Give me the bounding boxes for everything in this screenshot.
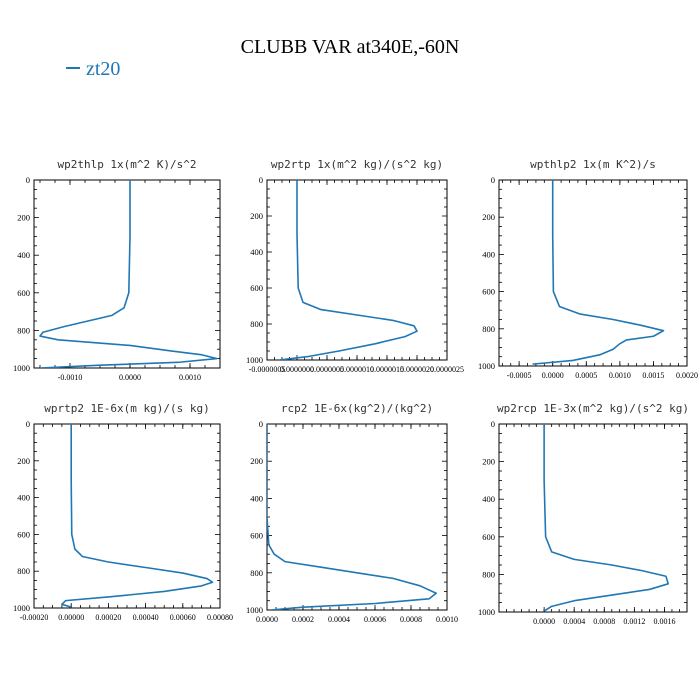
x-tick-label: 0.0020: [676, 371, 698, 380]
panel-1: wp2thlp 1x(m^2 K)/s^2 0 200 400 600 800 1000 -0…: [13, 158, 221, 382]
y-tick-label: 200: [250, 211, 263, 221]
panel-title: wp2thlp 1x(m^2 K)/s^2: [57, 158, 196, 171]
x-tick-label: 0.00060: [170, 613, 196, 622]
panel-title: rcp2 1E-6x(kg^2)/(kg^2): [281, 402, 433, 415]
panel-title: wp2rtp 1x(m^2 kg)/(s^2 kg): [271, 158, 443, 171]
y-tick-label: 1000: [246, 605, 263, 615]
x-tick-label: 0.0000015: [370, 365, 404, 374]
x-tick-label: 0.0000010: [340, 365, 374, 374]
x-tick-label: -0.0005: [507, 371, 532, 380]
y-tick-label: 600: [482, 532, 495, 542]
y-tick-label: 1000: [478, 607, 495, 617]
y-tick-label: 800: [482, 324, 495, 334]
y-tick-label: 600: [17, 288, 30, 298]
legend-line-swatch: [66, 67, 80, 70]
x-tick-label: -0.0000005: [249, 365, 286, 374]
y-tick-label: 800: [482, 569, 495, 579]
panel-title: wp2rcp 1E-3x(m^2 kg)/(s^2 kg): [497, 402, 689, 415]
x-tick-label: -0.00020: [20, 613, 49, 622]
x-tick-label: 0.0005: [575, 371, 597, 380]
panel-4: wprtp2 1E-6x(m kg)/(s kg) 0 200 400 600 800 10…: [13, 402, 233, 622]
y-tick-label: 800: [250, 568, 263, 578]
series-line: [267, 424, 438, 610]
y-tick-label: 400: [250, 247, 263, 257]
y-tick-label: 400: [250, 493, 263, 503]
y-tick-label: 600: [17, 529, 30, 539]
y-tick-label: 600: [250, 531, 263, 541]
x-tick-label: 0.0012: [623, 617, 645, 626]
x-tick-label: 0.0008: [593, 617, 615, 626]
x-tick-label: 0.0006: [364, 615, 386, 624]
x-tick-label: 0.00020: [95, 613, 121, 622]
y-tick-label: 400: [17, 493, 30, 503]
x-tick-label: 0.0016: [653, 617, 675, 626]
x-tick-label: 0.0008: [400, 615, 422, 624]
figure-title: CLUBB VAR at340E,-60N: [240, 36, 460, 58]
plot-frame: [33, 423, 221, 609]
x-tick-label: 0.0000000: [280, 365, 314, 374]
y-tick-label: 200: [250, 456, 263, 466]
series-line: [39, 180, 218, 368]
y-tick-label: 200: [482, 212, 495, 222]
x-tick-label: 0.0000: [533, 617, 555, 626]
y-tick-label: 600: [250, 283, 263, 293]
panel-6: wp2rcp 1E-3x(m^2 kg)/(s^2 kg)0 200 400 600 8…: [478, 402, 689, 626]
plot-frame: [498, 179, 688, 367]
x-tick-label: 0.0000: [542, 371, 564, 380]
y-tick-label: 1000: [246, 355, 263, 365]
y-tick-label: 400: [482, 249, 495, 259]
x-tick-label: 0.0002: [292, 615, 314, 624]
series-line: [61, 424, 214, 608]
y-tick-label: 800: [17, 566, 30, 576]
x-tick-label: 0.0000: [119, 373, 141, 382]
y-tick-label: 200: [482, 457, 495, 467]
x-tick-label: 0.0000005: [310, 365, 344, 374]
y-tick-label: 800: [250, 319, 263, 329]
y-tick-label: 0: [259, 419, 263, 429]
y-tick-label: 200: [17, 456, 30, 466]
x-tick-label: 0.0010: [609, 371, 631, 380]
y-tick-label: 200: [17, 213, 30, 223]
x-tick-label: -0.0010: [58, 373, 83, 382]
series-line: [532, 180, 665, 365]
panel-5: rcp2 1E-6x(kg^2)/(kg^2) 0 200 400 600 800 1000…: [246, 402, 458, 624]
x-tick-label: 0.00080: [207, 613, 233, 622]
x-tick-label: 0.0010: [436, 615, 458, 624]
panel-title: wprtp2 1E-6x(m kg)/(s kg): [44, 402, 210, 415]
x-tick-label: 0.0000020: [400, 365, 434, 374]
y-tick-label: 0: [26, 175, 30, 185]
y-tick-label: 1000: [13, 363, 30, 373]
y-tick-label: 1000: [478, 361, 495, 371]
panel-title: wpthlp2 1x(m K^2)/s: [530, 158, 656, 171]
series-line: [278, 180, 418, 360]
y-tick-label: 0: [259, 175, 263, 185]
y-tick-label: 800: [17, 325, 30, 335]
y-tick-label: 0: [26, 419, 30, 429]
x-tick-label: 0.0004: [328, 615, 350, 624]
panel-3: wpthlp2 1x(m K^2)/s 0 200 400 600 800 1000 -0.0…: [478, 158, 698, 380]
x-tick-label: 0.0000025: [430, 365, 464, 374]
plot-frame: [266, 423, 448, 611]
x-tick-label: 0.00040: [133, 613, 159, 622]
x-tick-label: 0.0015: [642, 371, 664, 380]
x-tick-label: 0.0000: [256, 615, 278, 624]
y-tick-label: 400: [482, 494, 495, 504]
x-tick-label: 0.0010: [179, 373, 201, 382]
legend: zt20: [66, 58, 120, 81]
y-tick-label: 400: [17, 250, 30, 260]
plot-frame: [498, 423, 688, 613]
legend-label: zt20: [86, 58, 121, 80]
y-tick-label: 0: [491, 419, 495, 429]
panel-2: wp2rtp 1x(m^2 kg)/(s^2 kg) 0 200 400 600 800 1…: [246, 158, 464, 374]
x-tick-label: 0.0004: [563, 617, 585, 626]
y-tick-label: 0: [491, 175, 495, 185]
y-tick-label: 1000: [13, 603, 30, 613]
x-tick-label: 0.00000: [58, 613, 84, 622]
plot-frame: [266, 179, 448, 361]
y-tick-label: 600: [482, 287, 495, 297]
series-line: [543, 424, 670, 612]
